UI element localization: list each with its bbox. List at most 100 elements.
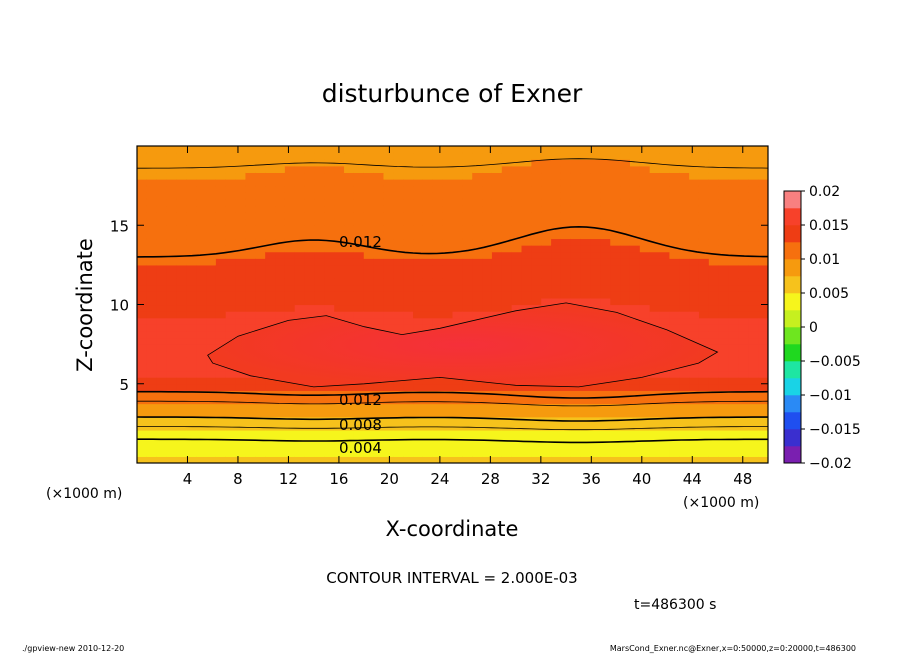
contour-cell: [334, 304, 345, 312]
contour-cell: [590, 423, 601, 431]
contour-cell: [265, 423, 276, 431]
contour-cell: [629, 429, 641, 438]
contour-cell: [146, 225, 158, 233]
contour-cell: [275, 225, 286, 233]
contour-cell: [393, 284, 404, 292]
contour-cell: [422, 278, 434, 286]
contour-cell: [265, 238, 276, 246]
contour-cell: [629, 192, 641, 200]
contour-cell: [718, 456, 730, 463]
contour-cell: [304, 284, 316, 292]
contour-cell: [284, 423, 296, 431]
contour-cell: [383, 179, 394, 187]
contour-cell: [728, 179, 740, 187]
contour-cell: [176, 198, 187, 207]
contour-cell: [186, 225, 197, 233]
contour-line: [137, 438, 768, 444]
contour-cell: [353, 192, 365, 200]
contour-cell: [738, 403, 749, 411]
contour-cell: [215, 185, 227, 193]
contour-cell: [383, 212, 394, 220]
contour-cell: [304, 304, 316, 312]
contour-cell: [304, 146, 316, 154]
contour-cell: [235, 179, 247, 187]
contour-cell: [304, 225, 316, 233]
contour-cell: [738, 410, 749, 418]
contour-cell: [206, 311, 217, 319]
contour-cell: [186, 238, 197, 246]
contour-cell: [137, 410, 148, 418]
contour-cell: [166, 159, 178, 167]
contour-cell: [560, 152, 572, 160]
contour-cell: [570, 449, 582, 457]
contour-cell: [225, 258, 237, 266]
contour-cell: [176, 377, 187, 385]
contour-cell: [422, 251, 434, 259]
contour-cell: [679, 396, 690, 405]
contour-cell: [541, 297, 552, 306]
contour-cell: [718, 330, 730, 339]
contour-cell: [541, 284, 552, 292]
contour-cell: [649, 383, 661, 391]
contour-cell: [679, 291, 690, 299]
contour-cell: [521, 212, 532, 220]
contour-cell: [403, 225, 414, 233]
contour-cell: [738, 416, 749, 424]
contour-cell: [255, 297, 266, 306]
contour-cell: [698, 304, 710, 312]
contour-cell: [541, 258, 552, 266]
contour-cell: [225, 172, 237, 180]
contour-cell: [413, 218, 424, 226]
contour-cell: [196, 198, 207, 207]
contour-cell: [551, 278, 562, 286]
contour-cell: [196, 390, 207, 398]
contour-cell: [620, 436, 631, 444]
contour-cell: [146, 165, 158, 174]
contour-cell: [265, 311, 276, 319]
contour-cell: [462, 291, 473, 299]
colorbar-band: [784, 446, 801, 464]
contour-cell: [551, 429, 562, 438]
contour-cell: [156, 231, 168, 240]
contour-cell: [314, 304, 325, 312]
contour-cell: [393, 291, 404, 299]
contour-cell: [442, 172, 454, 180]
contour-cell: [294, 264, 306, 273]
contour-cell: [284, 278, 296, 286]
contour-cell: [620, 410, 631, 418]
contour-cell: [758, 278, 768, 286]
contour-cell: [373, 396, 385, 405]
contour-cell: [620, 205, 631, 213]
contour-cell: [284, 297, 296, 306]
contour-cell: [304, 456, 316, 463]
contour-cell: [541, 238, 552, 246]
contour-cell: [708, 416, 720, 424]
contour-cell: [639, 198, 651, 207]
contour-cell: [580, 251, 592, 259]
contour-cell: [758, 350, 768, 358]
contour-cell: [669, 291, 680, 299]
contour-cell: [590, 212, 601, 220]
contour-cell: [432, 291, 444, 299]
contour-cell: [432, 449, 444, 457]
contour-cell: [560, 225, 572, 233]
contour-cell: [669, 429, 680, 438]
contour-cell: [344, 383, 355, 391]
colorbar-band: [784, 412, 801, 430]
contour-cell: [206, 284, 217, 292]
contour-cell: [501, 284, 513, 292]
contour-cell: [403, 383, 414, 391]
contour-cell: [275, 284, 286, 292]
contour-cell: [294, 245, 306, 253]
contour-cell: [393, 416, 404, 424]
contour-cell: [472, 152, 483, 160]
contour-cell: [718, 410, 730, 418]
contour-cell: [383, 245, 394, 253]
contour-cell: [432, 304, 444, 312]
contour-cell: [482, 258, 493, 266]
contour-cell: [314, 449, 325, 457]
contour-cell: [275, 264, 286, 273]
contour-cell: [649, 297, 661, 306]
contour-cell: [265, 416, 276, 424]
contour-cell: [215, 165, 227, 174]
